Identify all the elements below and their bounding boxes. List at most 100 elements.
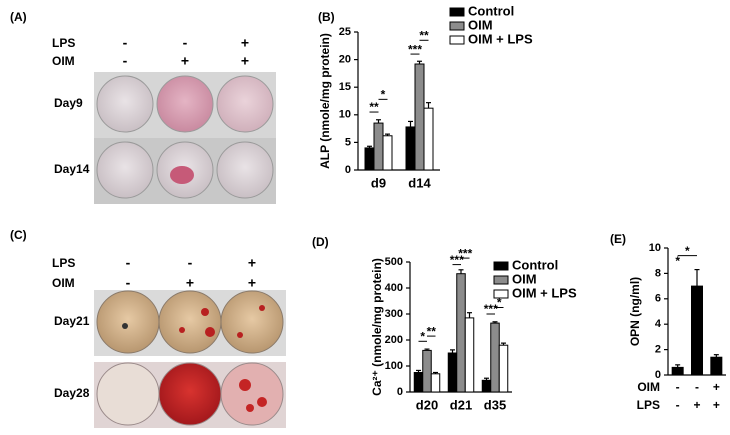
significance-label: * bbox=[381, 88, 386, 102]
significance-label: * bbox=[497, 296, 502, 310]
bar bbox=[364, 147, 375, 171]
sign-label: + bbox=[713, 398, 720, 412]
y-tick-label: 0 bbox=[345, 164, 351, 176]
sign-label: + bbox=[248, 255, 256, 271]
sign-label: + bbox=[713, 380, 720, 394]
bar bbox=[481, 379, 492, 393]
row-label: OIM bbox=[52, 54, 75, 68]
bar bbox=[414, 63, 425, 171]
y-tick-label: 0 bbox=[655, 369, 661, 381]
y-tick-label: 25 bbox=[339, 26, 351, 38]
sign-label: - bbox=[676, 398, 680, 412]
legend-swatch bbox=[493, 261, 509, 271]
significance-label: *** bbox=[458, 246, 472, 260]
y-tick-label: 15 bbox=[339, 81, 351, 93]
panel-label: (A) bbox=[10, 10, 27, 24]
sign-label: - bbox=[676, 380, 680, 394]
x-tick-label: d20 bbox=[416, 397, 438, 412]
significance-label: ** bbox=[427, 324, 437, 338]
panel-label: (E) bbox=[610, 232, 626, 246]
y-axis-label: ALP (nmole/mg protein) bbox=[318, 33, 332, 169]
bar bbox=[498, 344, 509, 393]
bar bbox=[490, 322, 500, 393]
y-axis-label: Ca²⁺ (nmole/mg protein) bbox=[370, 258, 384, 396]
row-label: OIM bbox=[52, 276, 75, 290]
day-label: Day9 bbox=[54, 96, 83, 110]
legend-label: OIM + LPS bbox=[468, 31, 533, 46]
bar bbox=[405, 126, 416, 171]
legend-swatch bbox=[493, 289, 509, 299]
x-tick-label: d9 bbox=[371, 175, 386, 190]
row-label: OIM bbox=[637, 380, 660, 394]
y-tick-label: 200 bbox=[385, 334, 403, 346]
legend-label: OIM + LPS bbox=[512, 285, 577, 300]
legend-label: OIM bbox=[468, 17, 493, 32]
y-tick-label: 6 bbox=[655, 293, 661, 305]
y-tick-label: 0 bbox=[397, 386, 403, 398]
sign-label: + bbox=[241, 53, 249, 69]
x-tick-label: d35 bbox=[484, 397, 506, 412]
plate-photo bbox=[94, 72, 276, 204]
significance-label: * bbox=[685, 244, 690, 258]
y-tick-label: 2 bbox=[655, 344, 661, 356]
y-axis-label: OPN (ng/ml) bbox=[628, 277, 642, 346]
bar bbox=[464, 317, 475, 393]
bar bbox=[382, 135, 393, 171]
bar bbox=[413, 372, 424, 393]
bar bbox=[671, 366, 684, 376]
y-tick-label: 100 bbox=[385, 360, 403, 372]
x-tick-label: d14 bbox=[408, 175, 431, 190]
row-label: LPS bbox=[637, 398, 660, 412]
day-label: Day14 bbox=[54, 162, 90, 176]
significance-label: ** bbox=[419, 28, 429, 42]
legend-swatch bbox=[493, 275, 509, 285]
significance-label: ** bbox=[369, 100, 379, 114]
bar bbox=[423, 107, 434, 171]
panel-label: (D) bbox=[312, 235, 329, 249]
row-label: LPS bbox=[52, 36, 75, 50]
y-tick-label: 400 bbox=[385, 282, 403, 294]
panel-label: (C) bbox=[10, 228, 27, 242]
legend-swatch bbox=[449, 7, 465, 17]
sign-label: - bbox=[183, 35, 188, 51]
y-tick-label: 10 bbox=[649, 242, 661, 254]
y-tick-label: 500 bbox=[385, 256, 403, 268]
sign-label: - bbox=[123, 35, 128, 51]
significance-label: *** bbox=[408, 42, 422, 56]
sign-label: - bbox=[126, 255, 131, 271]
significance-label: * bbox=[675, 254, 680, 268]
sign-label: + bbox=[186, 275, 194, 291]
y-tick-label: 20 bbox=[339, 54, 351, 66]
bar bbox=[430, 373, 441, 393]
sign-label: + bbox=[241, 35, 249, 51]
bar bbox=[710, 356, 723, 376]
significance-label: * bbox=[420, 329, 425, 343]
sign-label: + bbox=[181, 53, 189, 69]
bar bbox=[422, 349, 432, 393]
sign-label: - bbox=[188, 255, 193, 271]
y-tick-label: 300 bbox=[385, 308, 403, 320]
bar bbox=[456, 273, 466, 393]
legend-label: OIM bbox=[512, 271, 537, 286]
bar bbox=[373, 122, 384, 171]
legend-label: Control bbox=[468, 3, 514, 18]
bar bbox=[447, 352, 458, 393]
panel-label: (B) bbox=[318, 10, 335, 24]
x-tick-label: d21 bbox=[450, 397, 472, 412]
legend-label: Control bbox=[512, 257, 558, 272]
sign-label: - bbox=[123, 53, 128, 69]
bar bbox=[691, 285, 703, 376]
sign-label: - bbox=[695, 380, 699, 394]
significance-label: *** bbox=[450, 253, 464, 267]
day-label: Day28 bbox=[54, 386, 90, 400]
legend-swatch bbox=[449, 21, 465, 31]
plate-photo bbox=[94, 290, 286, 428]
legend-swatch bbox=[449, 35, 465, 45]
y-tick-label: 4 bbox=[655, 318, 662, 330]
row-label: LPS bbox=[52, 256, 75, 270]
y-tick-label: 10 bbox=[339, 109, 351, 121]
y-tick-label: 8 bbox=[655, 267, 661, 279]
sign-label: + bbox=[248, 275, 256, 291]
sign-label: + bbox=[693, 398, 700, 412]
